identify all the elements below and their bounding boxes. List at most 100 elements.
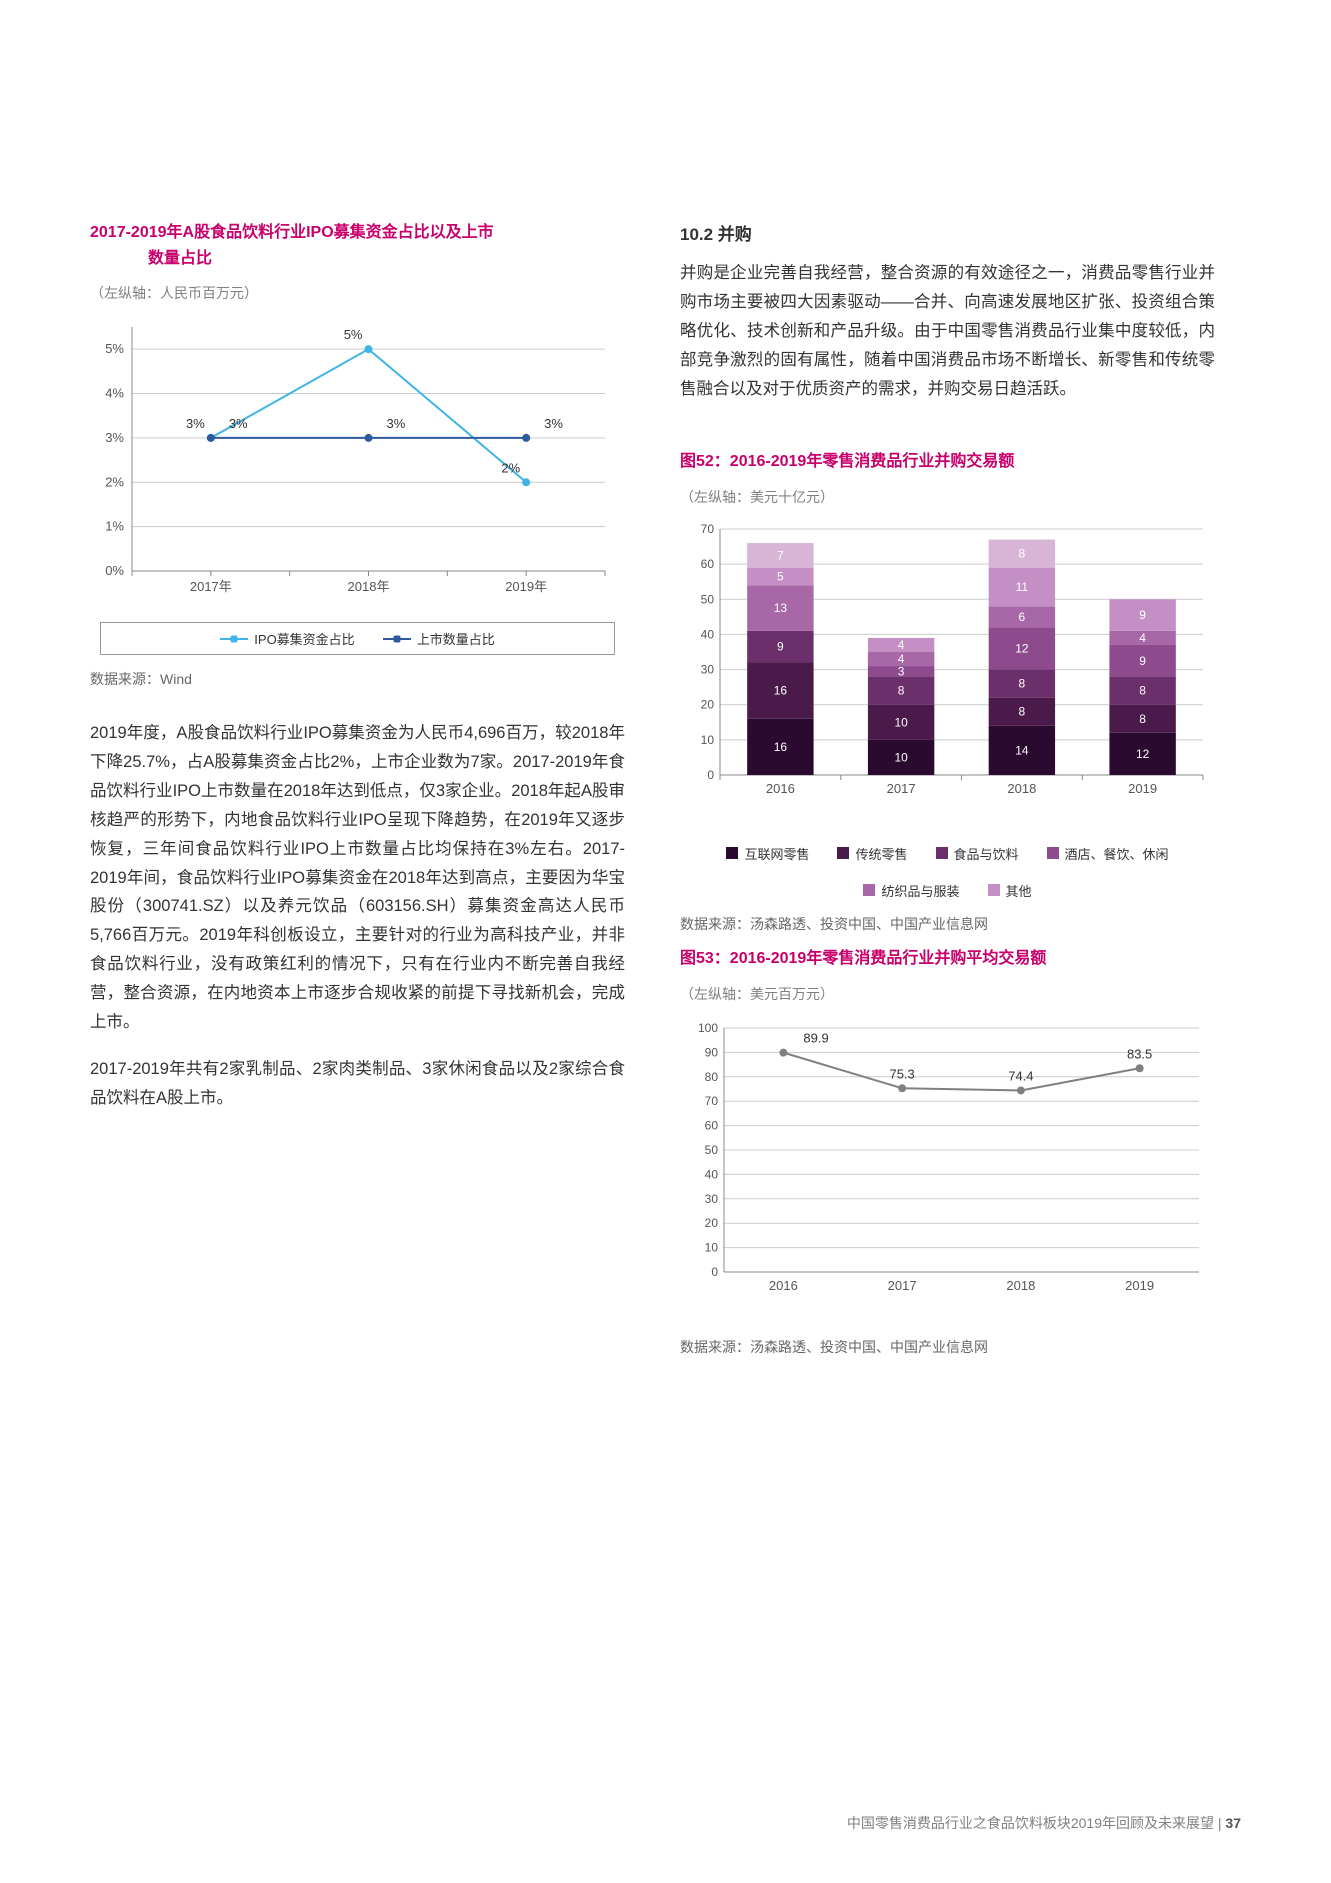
svg-text:2018年: 2018年: [348, 579, 390, 594]
svg-text:90: 90: [705, 1045, 719, 1059]
legend-label: IPO募集资金占比: [254, 629, 354, 648]
footer-sep: |: [1214, 1815, 1225, 1831]
svg-text:14: 14: [1015, 743, 1029, 757]
legend-label: 纺织品与服装: [881, 881, 959, 900]
svg-text:2017: 2017: [887, 781, 916, 796]
svg-text:13: 13: [774, 601, 788, 615]
svg-text:3%: 3%: [186, 416, 205, 431]
svg-text:74.4: 74.4: [1008, 1068, 1033, 1083]
svg-text:10: 10: [894, 750, 908, 764]
svg-text:70: 70: [701, 522, 715, 536]
svg-text:16: 16: [774, 684, 788, 698]
chart51-legend: IPO募集资金占比 上市数量占比: [100, 622, 615, 655]
svg-text:4: 4: [1139, 631, 1146, 645]
svg-text:2017年: 2017年: [190, 579, 232, 594]
svg-text:16: 16: [774, 740, 788, 754]
svg-text:12: 12: [1136, 747, 1150, 761]
page-footer: 中国零售消费品行业之食品饮料板块2019年回顾及未来展望 | 37: [847, 1813, 1241, 1833]
swatch-icon: [863, 884, 875, 896]
svg-text:3%: 3%: [544, 416, 563, 431]
line-icon: [383, 638, 411, 640]
chart51-source: 数据来源：Wind: [90, 669, 625, 689]
svg-text:3%: 3%: [387, 416, 406, 431]
svg-text:8: 8: [1019, 677, 1026, 691]
svg-text:5: 5: [777, 569, 784, 583]
svg-text:8: 8: [1139, 712, 1146, 726]
right-para-1: 并购是企业完善自我经营，整合资源的有效途径之一，消费品零售行业并购市场主要被四大…: [680, 259, 1215, 403]
svg-text:0: 0: [707, 768, 714, 782]
svg-text:60: 60: [705, 1118, 719, 1132]
legend-label: 酒店、餐饮、休闲: [1065, 844, 1169, 863]
chart53-source: 数据来源：汤森路透、投资中国、中国产业信息网: [680, 1337, 1215, 1357]
chart51-title-line1: 2017-2019年A股食品饮料行业IPO募集资金占比以及上市: [90, 224, 494, 241]
chart53-title: 图53：2016-2019年零售消费品行业并购平均交易额: [680, 946, 1215, 972]
svg-text:6: 6: [1019, 610, 1026, 624]
svg-text:9: 9: [777, 640, 784, 654]
svg-text:9: 9: [1139, 608, 1146, 622]
svg-text:0%: 0%: [105, 563, 124, 578]
swatch-icon: [988, 884, 1000, 896]
svg-text:8: 8: [1139, 684, 1146, 698]
left-para-1: 2019年度，A股食品饮料行业IPO募集资金为人民币4,696百万，较2018年…: [90, 719, 625, 1037]
chart51-axis-note: （左纵轴：人民币百万元）: [90, 283, 625, 303]
svg-text:70: 70: [705, 1094, 719, 1108]
chart52-legend-item: 纺织品与服装: [863, 881, 959, 900]
svg-text:9: 9: [1139, 654, 1146, 668]
chart53-svg: 0102030405060708090100201620172018201989…: [680, 1018, 1215, 1318]
legend-label: 上市数量占比: [417, 629, 495, 648]
swatch-icon: [837, 847, 849, 859]
svg-text:20: 20: [705, 1216, 719, 1230]
chart52-legend-item: 酒店、餐饮、休闲: [1047, 844, 1169, 863]
svg-text:2016: 2016: [766, 781, 795, 796]
footer-text: 中国零售消费品行业之食品饮料板块2019年回顾及未来展望: [847, 1815, 1214, 1831]
chart52-axis-note: （左纵轴：美元十亿元）: [680, 487, 1215, 507]
svg-text:2016: 2016: [769, 1278, 798, 1293]
svg-text:2019: 2019: [1125, 1278, 1154, 1293]
svg-text:30: 30: [705, 1191, 719, 1205]
svg-text:3: 3: [898, 664, 905, 678]
chart51-svg: 0%1%2%3%4%5%2017年2018年2019年3%5%2%3%3%3%: [90, 317, 625, 617]
svg-text:2018: 2018: [1007, 781, 1036, 796]
svg-text:40: 40: [705, 1167, 719, 1181]
chart52-box: 0102030405060701616913572016101083442017…: [680, 521, 1215, 900]
svg-text:3%: 3%: [105, 430, 124, 445]
legend-label: 其他: [1006, 881, 1032, 900]
svg-text:2019年: 2019年: [505, 579, 547, 594]
chart52-legend-item: 互联网零售: [726, 844, 809, 863]
legend-label: 食品与饮料: [954, 844, 1019, 863]
svg-text:11: 11: [1016, 580, 1029, 594]
svg-text:5%: 5%: [105, 341, 124, 356]
chart52-legend: 互联网零售 传统零售 食品与饮料 酒店、餐饮、休闲纺织品与服装 其他: [680, 844, 1215, 900]
svg-text:2018: 2018: [1006, 1278, 1035, 1293]
svg-text:2019: 2019: [1128, 781, 1157, 796]
swatch-icon: [1047, 847, 1059, 859]
footer-page: 37: [1225, 1815, 1241, 1831]
svg-text:10: 10: [701, 733, 715, 747]
chart51-title: 2017-2019年A股食品饮料行业IPO募集资金占比以及上市 数量占比: [90, 220, 625, 271]
chart51-legend-item-1: IPO募集资金占比: [220, 629, 354, 648]
svg-text:0: 0: [711, 1265, 718, 1279]
chart53-box: 0102030405060708090100201620172018201989…: [680, 1018, 1215, 1323]
svg-text:10: 10: [705, 1240, 719, 1254]
svg-text:2%: 2%: [105, 474, 124, 489]
svg-text:20: 20: [701, 698, 715, 712]
section-heading-10-2: 10.2 并购: [680, 220, 1215, 245]
line-icon: [220, 638, 248, 640]
svg-text:50: 50: [705, 1143, 719, 1157]
svg-text:8: 8: [898, 684, 905, 698]
svg-text:10: 10: [894, 715, 908, 729]
svg-text:100: 100: [698, 1021, 718, 1035]
svg-text:60: 60: [701, 557, 715, 571]
chart52-legend-item: 传统零售: [837, 844, 907, 863]
svg-text:89.9: 89.9: [803, 1030, 828, 1045]
svg-text:83.5: 83.5: [1127, 1046, 1152, 1061]
svg-text:3%: 3%: [229, 416, 248, 431]
svg-text:40: 40: [701, 627, 715, 641]
svg-text:2%: 2%: [501, 460, 520, 475]
svg-text:2017: 2017: [888, 1278, 917, 1293]
swatch-icon: [726, 847, 738, 859]
chart52-legend-item: 其他: [988, 881, 1032, 900]
svg-text:30: 30: [701, 663, 715, 677]
chart52-legend-item: 食品与饮料: [936, 844, 1019, 863]
svg-text:4%: 4%: [105, 386, 124, 401]
